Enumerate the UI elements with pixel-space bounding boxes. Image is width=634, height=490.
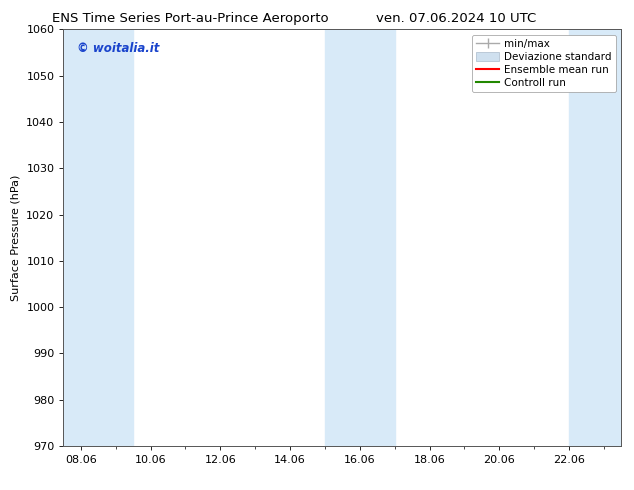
Bar	[325, 29, 394, 446]
Text: ven. 07.06.2024 10 UTC: ven. 07.06.2024 10 UTC	[377, 12, 536, 25]
Text: ENS Time Series Port-au-Prince Aeroporto: ENS Time Series Port-au-Prince Aeroporto	[52, 12, 328, 25]
Bar	[569, 29, 621, 446]
Y-axis label: Surface Pressure (hPa): Surface Pressure (hPa)	[11, 174, 21, 301]
Bar	[63, 29, 133, 446]
Text: © woitalia.it: © woitalia.it	[77, 42, 160, 55]
Legend: min/max, Deviazione standard, Ensemble mean run, Controll run: min/max, Deviazione standard, Ensemble m…	[472, 35, 616, 92]
